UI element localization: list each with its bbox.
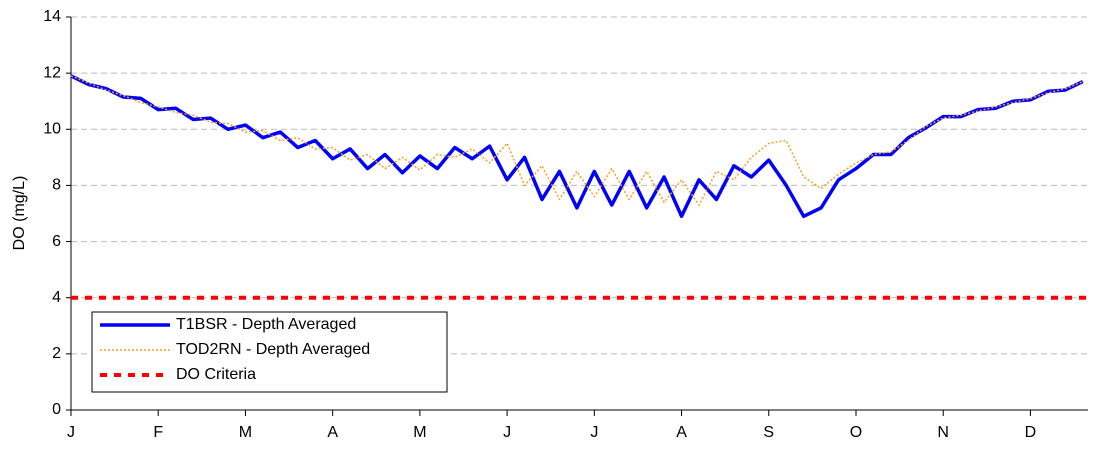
x-tick-label: O bbox=[850, 424, 862, 441]
x-tick-label: N bbox=[937, 424, 949, 441]
x-tick-label: A bbox=[327, 424, 338, 441]
y-tick-label: 12 bbox=[43, 64, 61, 81]
y-tick-label: 8 bbox=[52, 177, 61, 194]
x-tick-label: M bbox=[239, 424, 252, 441]
legend-label: DO Criteria bbox=[176, 366, 256, 383]
x-tick-label: D bbox=[1025, 424, 1037, 441]
x-tick-label: M bbox=[413, 424, 426, 441]
legend-label: T1BSR - Depth Averaged bbox=[176, 316, 356, 333]
y-tick-label: 10 bbox=[43, 121, 61, 138]
y-axis-label: DO (mg/L) bbox=[11, 176, 28, 251]
x-tick-label: S bbox=[763, 424, 774, 441]
x-tick-label: J bbox=[590, 424, 598, 441]
data-line bbox=[70, 74, 1084, 219]
x-tick-label: J bbox=[503, 424, 511, 441]
y-tick-label: 2 bbox=[52, 345, 61, 362]
y-tick-label: 14 bbox=[43, 8, 61, 25]
data-line bbox=[70, 75, 1084, 206]
y-tick-label: 6 bbox=[52, 233, 61, 250]
x-tick-label: A bbox=[676, 424, 687, 441]
legend-label: TOD2RN - Depth Averaged bbox=[176, 341, 370, 358]
y-tick-label: 4 bbox=[52, 289, 61, 306]
x-tick-label: F bbox=[153, 424, 163, 441]
x-tick-label: J bbox=[67, 424, 75, 441]
y-tick-label: 0 bbox=[52, 401, 61, 418]
